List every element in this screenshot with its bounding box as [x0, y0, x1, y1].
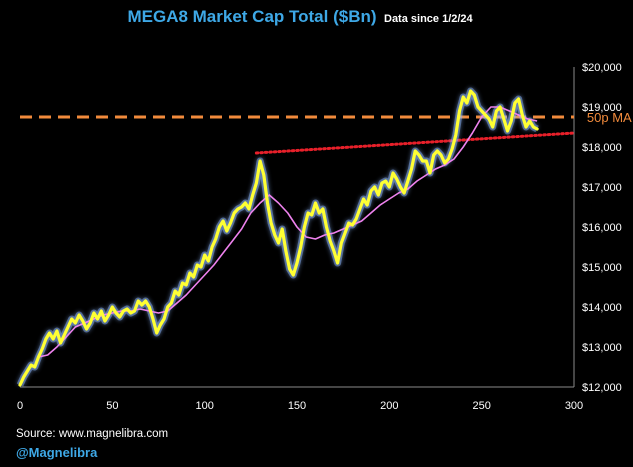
y-tick-label: $16,000 — [582, 222, 622, 234]
y-tick-label: $13,000 — [582, 342, 622, 354]
y-tick-label: $18,000 — [582, 142, 622, 154]
annotations: 50p MA — [587, 110, 632, 125]
source-credit: Source: www.magnelibra.com — [16, 428, 169, 440]
x-tick-label: 250 — [472, 400, 490, 412]
x-tick-label: 100 — [195, 400, 213, 412]
twitter-handle: @Magnelibra — [16, 445, 98, 460]
chart-subtitle: Data since 1/2/24 — [384, 13, 474, 25]
chart-title: MEGA8 Market Cap Total ($Bn) — [127, 7, 376, 26]
y-ticks: $12,000 $13,000 $14,000 $15,000 $16,000 $17,0… — [582, 62, 622, 394]
x-tick-label: 0 — [17, 400, 23, 412]
price-line — [18, 89, 539, 387]
y-tick-label: $14,000 — [582, 302, 622, 314]
y-tick-label: $20,000 — [582, 62, 622, 74]
x-tick-label: 300 — [565, 400, 583, 412]
x-ticks: 0 50 100 150 200 250 300 — [17, 400, 583, 412]
y-tick-label: $17,000 — [582, 182, 622, 194]
y-tick-label: $19,000 — [582, 102, 622, 114]
trend-line — [254, 131, 576, 155]
x-tick-label: 50 — [106, 400, 118, 412]
series-layer — [16, 87, 539, 387]
x-tick-label: 200 — [380, 400, 398, 412]
y-tick-label: $12,000 — [582, 382, 622, 394]
ma-label: 50p MA — [587, 110, 632, 125]
x-tick-label: 150 — [288, 400, 306, 412]
y-tick-label: $15,000 — [582, 262, 622, 274]
axes — [20, 67, 575, 388]
